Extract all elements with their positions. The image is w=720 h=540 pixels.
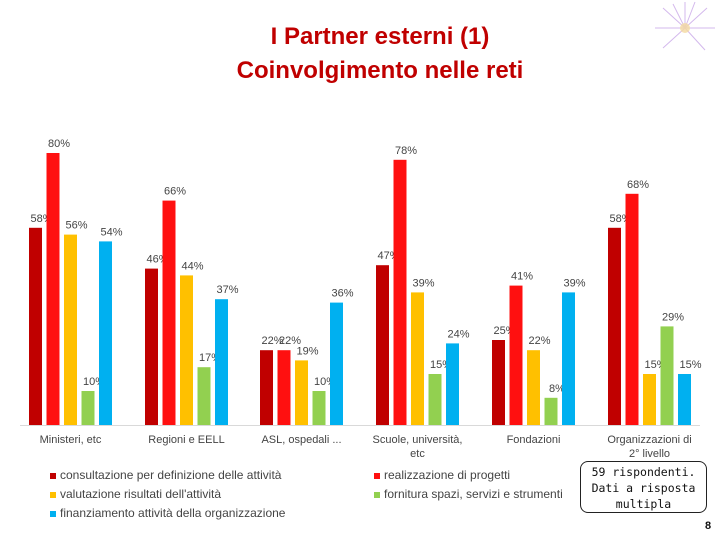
- bar-4-group-1: [81, 391, 95, 425]
- bar-3-group-3: [295, 360, 308, 425]
- bar-1-group-5: [492, 340, 505, 425]
- legend-item-finanziamento: finanziamento attività della organizzazi…: [50, 504, 285, 523]
- bar-1-group-3: [260, 350, 273, 425]
- data-label: 78%: [395, 145, 417, 157]
- bar-1-group-2: [145, 268, 158, 425]
- legend-item-valutazione: valutazione risultati dell'attività: [50, 485, 285, 504]
- bar-4-group-5: [544, 397, 558, 425]
- data-label: 66%: [164, 186, 186, 198]
- data-label: 22%: [528, 335, 550, 347]
- title-line-2: Coinvolgimento nelle reti: [236, 57, 524, 84]
- legend-swatch: [50, 472, 56, 479]
- bar-2-group-3: [277, 350, 291, 425]
- bar-5-group-3: [330, 302, 343, 425]
- legend-swatch: [50, 491, 56, 498]
- starburst-logo: [655, 1, 715, 51]
- legend-item-fornitura: fornitura spazi, servizi e strumenti: [374, 485, 563, 504]
- data-label: 8%: [549, 383, 565, 395]
- data-label: 44%: [181, 260, 203, 272]
- bar-5-group-1: [99, 241, 112, 425]
- bar-2-group-1: [46, 153, 60, 425]
- respondents-note: 59 rispondenti. Dati a risposta multipla: [580, 461, 707, 513]
- data-label: 19%: [296, 345, 318, 357]
- bar-1-group-4: [376, 265, 389, 425]
- legend-swatch: [50, 510, 56, 517]
- bar-2-group-4: [393, 159, 407, 426]
- data-label: 41%: [511, 271, 533, 283]
- bar-5-group-2: [215, 299, 228, 425]
- x-tick-label: Organizzazioni di 2° livello: [607, 434, 691, 460]
- bar-3-group-2: [180, 275, 193, 425]
- bar-2-group-5: [509, 285, 523, 425]
- bar-4-group-3: [312, 391, 326, 425]
- legend-label: valutazione risultati dell'attività: [60, 487, 222, 501]
- x-tick-label: Regioni e EELL: [148, 434, 224, 446]
- bar-1-group-6: [608, 227, 621, 425]
- bar-4-group-2: [197, 367, 211, 425]
- legend-label: fornitura spazi, servizi e strumenti: [384, 487, 563, 501]
- bar-5-group-6: [678, 374, 691, 425]
- legend-label: realizzazione di progetti: [384, 468, 511, 482]
- bar-4-group-6: [660, 326, 674, 425]
- x-tick-label: Fondazioni: [507, 434, 561, 446]
- data-label: 56%: [65, 220, 87, 232]
- data-label: 24%: [447, 328, 469, 340]
- legend-item-realizzazione: realizzazione di progetti: [374, 466, 563, 485]
- data-label: 22%: [261, 335, 283, 347]
- bar-3-group-6: [643, 374, 656, 425]
- legend-item-consultazione: consultazione per definizione delle atti…: [50, 466, 285, 485]
- note-line-3: multipla: [615, 497, 672, 511]
- bar-3-group-5: [527, 350, 540, 425]
- legend-right: realizzazione di progetti fornitura spaz…: [374, 466, 563, 504]
- bar-5-group-4: [446, 343, 459, 425]
- note-line-2: Dati a risposta: [591, 481, 696, 495]
- data-label: 68%: [627, 179, 649, 191]
- note-line-1: 59 rispondenti.: [591, 465, 696, 479]
- legend-swatch: [374, 472, 380, 479]
- legend-left: consultazione per definizione delle atti…: [50, 466, 285, 523]
- data-label: 15%: [679, 359, 701, 371]
- page-number: 8: [705, 520, 712, 532]
- legend-label: finanziamento attività della organizzazi…: [60, 506, 286, 520]
- legend-swatch: [374, 491, 380, 498]
- data-label: 22%: [279, 335, 301, 347]
- bar-3-group-4: [411, 292, 424, 425]
- bar-1-group-1: [29, 227, 42, 425]
- data-label: 54%: [100, 226, 122, 238]
- bar-5-group-5: [562, 292, 575, 425]
- title-line-1: I Partner esterni (1): [270, 23, 490, 50]
- x-tick-label: Scuole, università, etc: [373, 434, 463, 460]
- data-label: 39%: [412, 277, 434, 289]
- data-label: 80%: [48, 138, 70, 150]
- x-tick-label: ASL, ospedali ...: [261, 434, 341, 446]
- bar-3-group-1: [64, 234, 77, 425]
- data-label: 39%: [563, 277, 585, 289]
- bar-2-group-2: [162, 200, 176, 425]
- bar-2-group-6: [625, 193, 639, 425]
- bar-4-group-4: [428, 374, 442, 425]
- legend-label: consultazione per definizione delle atti…: [60, 468, 282, 482]
- x-tick-label: Ministeri, etc: [40, 434, 102, 446]
- data-label: 37%: [216, 284, 238, 296]
- data-label: 36%: [331, 288, 353, 300]
- chart-title: I Partner esterni (1) Coinvolgimento nel…: [0, 20, 720, 88]
- data-label: 29%: [662, 311, 684, 323]
